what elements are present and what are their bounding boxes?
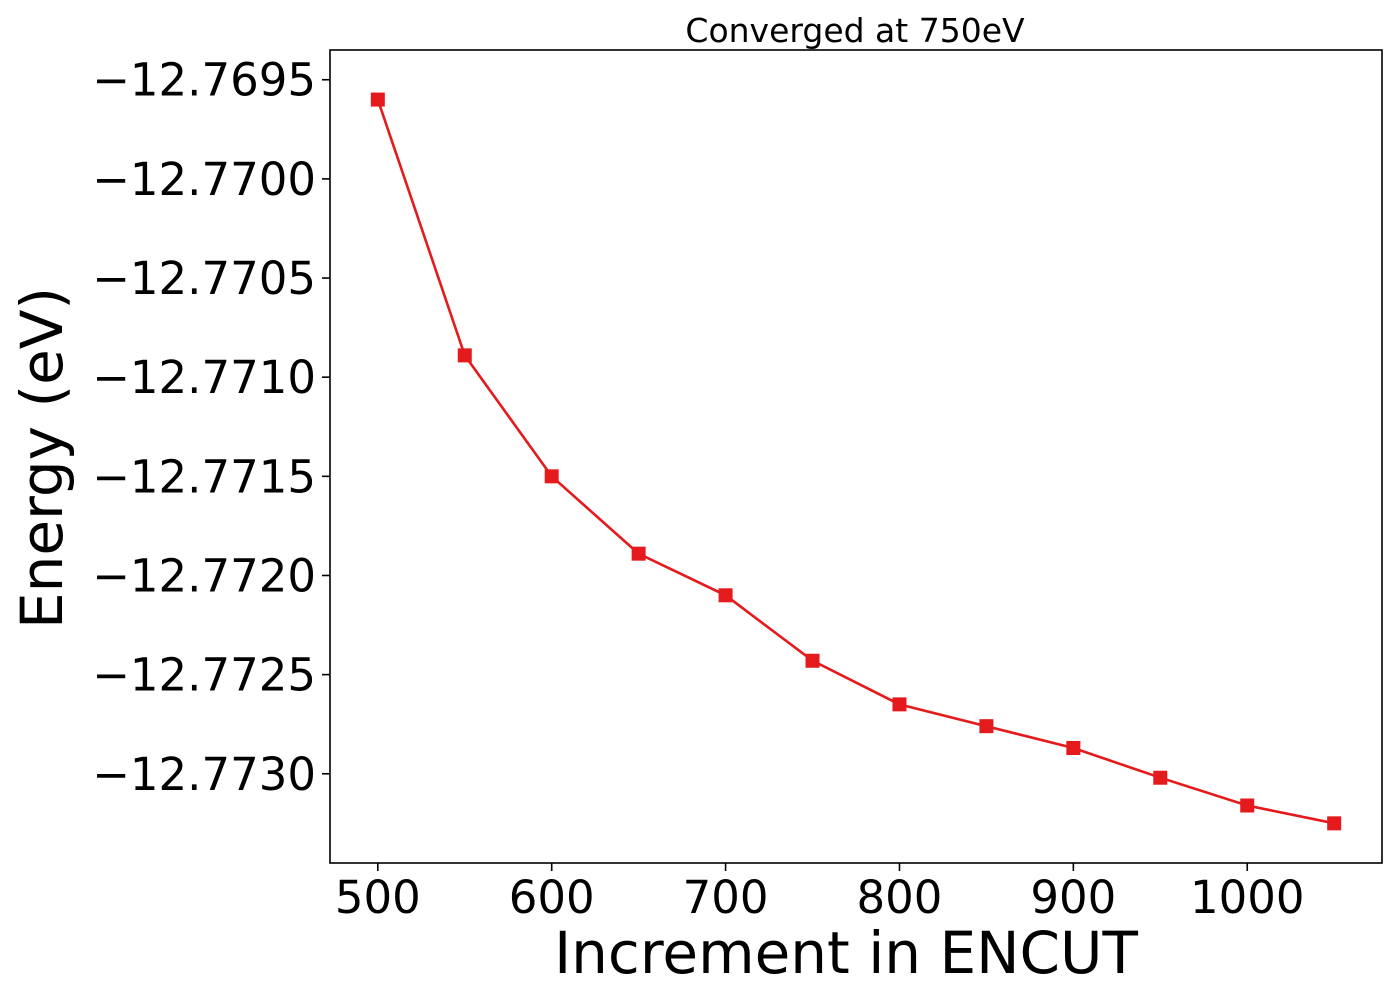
y-tick-label: −12.7700 bbox=[92, 153, 316, 206]
y-tick-label: −12.7705 bbox=[92, 252, 316, 305]
data-point-marker bbox=[1066, 740, 1081, 755]
y-axis: −12.7695 −12.7700 −12.7705 −12.7710 −12.7715… bbox=[92, 54, 330, 801]
x-tick-label: 500 bbox=[335, 871, 421, 924]
data-point-marker bbox=[457, 348, 472, 363]
data-point-marker bbox=[718, 588, 733, 603]
x-axis-label: Increment in ENCUT bbox=[554, 919, 1138, 987]
plot-frame bbox=[329, 49, 1383, 864]
y-axis-label: Energy (eV) bbox=[8, 287, 76, 629]
x-tick-label: 600 bbox=[509, 871, 595, 924]
y-tick-label: −12.7725 bbox=[92, 649, 316, 702]
data-point-marker bbox=[1240, 798, 1255, 813]
data-point-marker bbox=[1327, 816, 1342, 831]
data-point-marker bbox=[1153, 770, 1168, 785]
plot-area bbox=[329, 49, 1383, 864]
y-tick-label: −12.7710 bbox=[92, 351, 316, 404]
series-layer bbox=[370, 92, 1342, 831]
data-point-marker bbox=[979, 719, 994, 734]
data-point-marker bbox=[631, 546, 646, 561]
x-axis: 500 600 700 800 900 1000 bbox=[335, 863, 1305, 924]
series-line bbox=[376, 99, 1335, 825]
x-tick-label: 800 bbox=[857, 871, 943, 924]
x-tick-label: 700 bbox=[683, 871, 769, 924]
data-point-marker bbox=[544, 469, 559, 484]
x-tick-label: 1000 bbox=[1190, 871, 1305, 924]
y-tick-label: −12.7695 bbox=[92, 54, 316, 107]
y-tick-label: −12.7715 bbox=[92, 450, 316, 503]
x-tick-label: 900 bbox=[1030, 871, 1116, 924]
y-tick-label: −12.7720 bbox=[92, 549, 316, 602]
data-point-marker bbox=[805, 653, 820, 668]
data-point-marker bbox=[370, 92, 385, 107]
y-tick-label: −12.7730 bbox=[92, 748, 316, 801]
data-point-marker bbox=[892, 697, 907, 712]
chart-title: Converged at 750eV bbox=[685, 11, 1025, 50]
